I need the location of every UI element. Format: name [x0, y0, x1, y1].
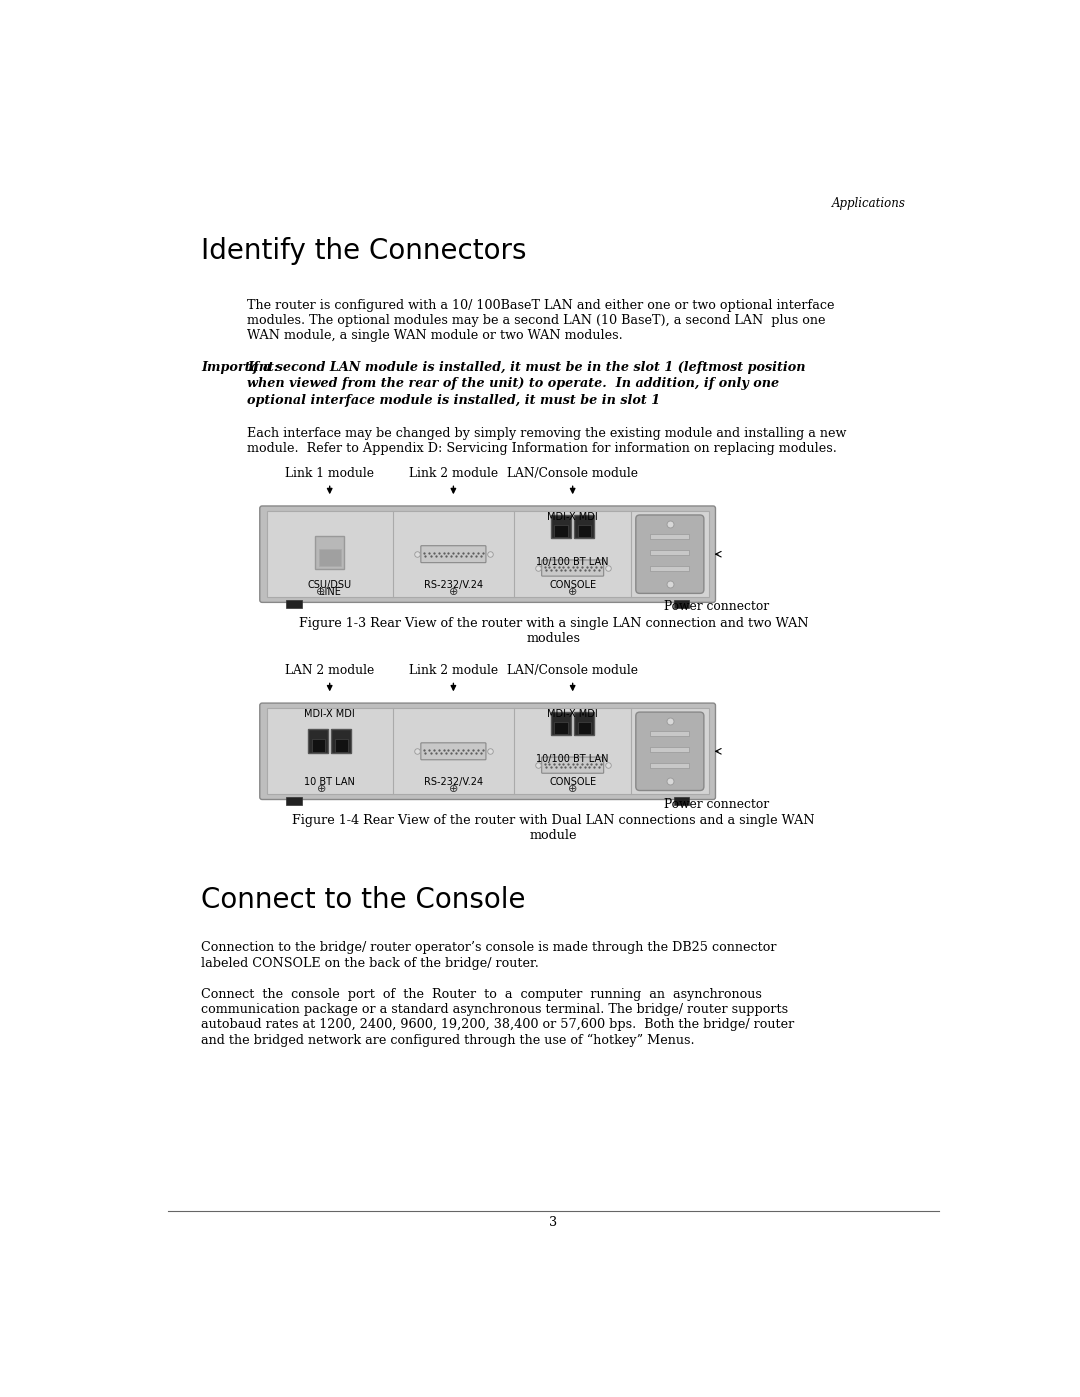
- Text: autobaud rates at 1200, 2400, 9600, 19,200, 38,400 or 57,600 bps.  Both the brid: autobaud rates at 1200, 2400, 9600, 19,2…: [201, 1018, 794, 1031]
- Bar: [650, 534, 689, 539]
- Text: The router is configured with a 10/ 100BaseT LAN and either one or two optional : The router is configured with a 10/ 100B…: [247, 299, 835, 312]
- Text: and the bridged network are configured through the use of “hotkey” Menus.: and the bridged network are configured t…: [201, 1034, 694, 1046]
- Bar: [551, 515, 571, 538]
- Text: ⊕: ⊕: [448, 784, 458, 793]
- Text: module.  Refer to Appendix D: Servicing Information for information on replacing: module. Refer to Appendix D: Servicing I…: [247, 441, 837, 455]
- Text: 3: 3: [550, 1215, 557, 1228]
- Text: LAN/Console module: LAN/Console module: [508, 467, 638, 481]
- Text: labeled CONSOLE on the back of the bridge/ router.: labeled CONSOLE on the back of the bridg…: [201, 957, 539, 970]
- Bar: [308, 729, 328, 753]
- Bar: [554, 722, 568, 735]
- Bar: [335, 739, 348, 752]
- Text: Link 2 module: Link 2 module: [409, 665, 498, 678]
- Text: Important:: Important:: [201, 360, 279, 373]
- Text: ⊕: ⊕: [448, 587, 458, 597]
- Text: LAN 2 module: LAN 2 module: [285, 665, 375, 678]
- Text: Power connector: Power connector: [664, 601, 769, 613]
- Text: ⊕: ⊕: [318, 784, 326, 793]
- FancyBboxPatch shape: [542, 560, 604, 576]
- Text: MDI-X MDI: MDI-X MDI: [305, 708, 355, 719]
- Text: 10 BT LAN: 10 BT LAN: [305, 777, 355, 787]
- Bar: [674, 601, 689, 608]
- Text: Connect  the  console  port  of  the  Router  to  a  computer  running  an  asyn: Connect the console port of the Router t…: [201, 989, 761, 1002]
- Bar: [315, 536, 345, 569]
- Text: when viewed from the rear of the unit) to operate.  In addition, if only one: when viewed from the rear of the unit) t…: [247, 377, 780, 390]
- Text: Figure 1-4 Rear View of the router with Dual LAN connections and a single WAN: Figure 1-4 Rear View of the router with …: [293, 813, 814, 827]
- Bar: [575, 712, 594, 735]
- Text: LINE: LINE: [319, 587, 340, 598]
- Bar: [554, 524, 568, 538]
- Text: If a second LAN module is installed, it must be in the slot 1 (leftmost position: If a second LAN module is installed, it …: [247, 360, 806, 373]
- FancyBboxPatch shape: [636, 712, 704, 791]
- Text: Identify the Connectors: Identify the Connectors: [201, 237, 526, 265]
- Text: 10/100 BT LAN: 10/100 BT LAN: [537, 754, 609, 764]
- Text: Connect to the Console: Connect to the Console: [201, 886, 525, 914]
- Text: optional interface module is installed, it must be in slot 1: optional interface module is installed, …: [247, 394, 661, 407]
- Text: modules: modules: [527, 631, 581, 644]
- Text: ⊕: ⊕: [568, 587, 578, 597]
- Text: LAN/Console module: LAN/Console module: [508, 665, 638, 678]
- Text: communication package or a standard asynchronous terminal. The bridge/ router su: communication package or a standard asyn…: [201, 1003, 788, 1017]
- Text: modules. The optional modules may be a second LAN (10 BaseT), a second LAN  plus: modules. The optional modules may be a s…: [247, 313, 826, 327]
- FancyBboxPatch shape: [421, 546, 486, 563]
- Bar: [267, 511, 708, 598]
- FancyBboxPatch shape: [260, 703, 715, 799]
- Text: ⊕: ⊕: [315, 587, 325, 597]
- Bar: [650, 566, 689, 571]
- Text: RS-232/V.24: RS-232/V.24: [423, 580, 483, 590]
- Text: Power connector: Power connector: [664, 798, 769, 810]
- FancyBboxPatch shape: [421, 743, 486, 760]
- Text: Figure 1-3 Rear View of the router with a single LAN connection and two WAN: Figure 1-3 Rear View of the router with …: [299, 616, 808, 630]
- Bar: [650, 731, 689, 736]
- Bar: [286, 601, 301, 608]
- Bar: [575, 515, 594, 538]
- Bar: [286, 798, 301, 805]
- Bar: [578, 722, 591, 735]
- Text: MDI-X MDI: MDI-X MDI: [548, 708, 598, 719]
- Text: CSU/DSU: CSU/DSU: [308, 580, 352, 590]
- Text: Each interface may be changed by simply removing the existing module and install: Each interface may be changed by simply …: [247, 427, 847, 440]
- Bar: [551, 712, 571, 735]
- Bar: [267, 708, 708, 795]
- Text: Link 1 module: Link 1 module: [285, 467, 374, 481]
- FancyBboxPatch shape: [542, 757, 604, 774]
- Text: WAN module, a single WAN module or two WAN modules.: WAN module, a single WAN module or two W…: [247, 328, 623, 342]
- Text: Link 2 module: Link 2 module: [409, 467, 498, 481]
- Text: 10/100 BT LAN: 10/100 BT LAN: [537, 557, 609, 567]
- Text: module: module: [530, 828, 577, 841]
- Text: CONSOLE: CONSOLE: [549, 777, 596, 787]
- Text: ⊕: ⊕: [568, 784, 578, 793]
- Bar: [332, 729, 351, 753]
- Bar: [674, 798, 689, 805]
- Bar: [650, 763, 689, 768]
- Text: MDI-X MDI: MDI-X MDI: [548, 511, 598, 522]
- Text: Connection to the bridge/ router operator’s console is made through the DB25 con: Connection to the bridge/ router operato…: [201, 942, 777, 954]
- FancyBboxPatch shape: [636, 515, 704, 594]
- Text: RS-232/V.24: RS-232/V.24: [423, 777, 483, 787]
- Bar: [650, 747, 689, 752]
- Text: CONSOLE: CONSOLE: [549, 580, 596, 590]
- FancyBboxPatch shape: [260, 506, 715, 602]
- Bar: [578, 524, 591, 538]
- Text: Applications: Applications: [833, 197, 906, 210]
- Bar: [650, 550, 689, 555]
- Bar: [319, 549, 340, 566]
- Bar: [311, 739, 325, 752]
